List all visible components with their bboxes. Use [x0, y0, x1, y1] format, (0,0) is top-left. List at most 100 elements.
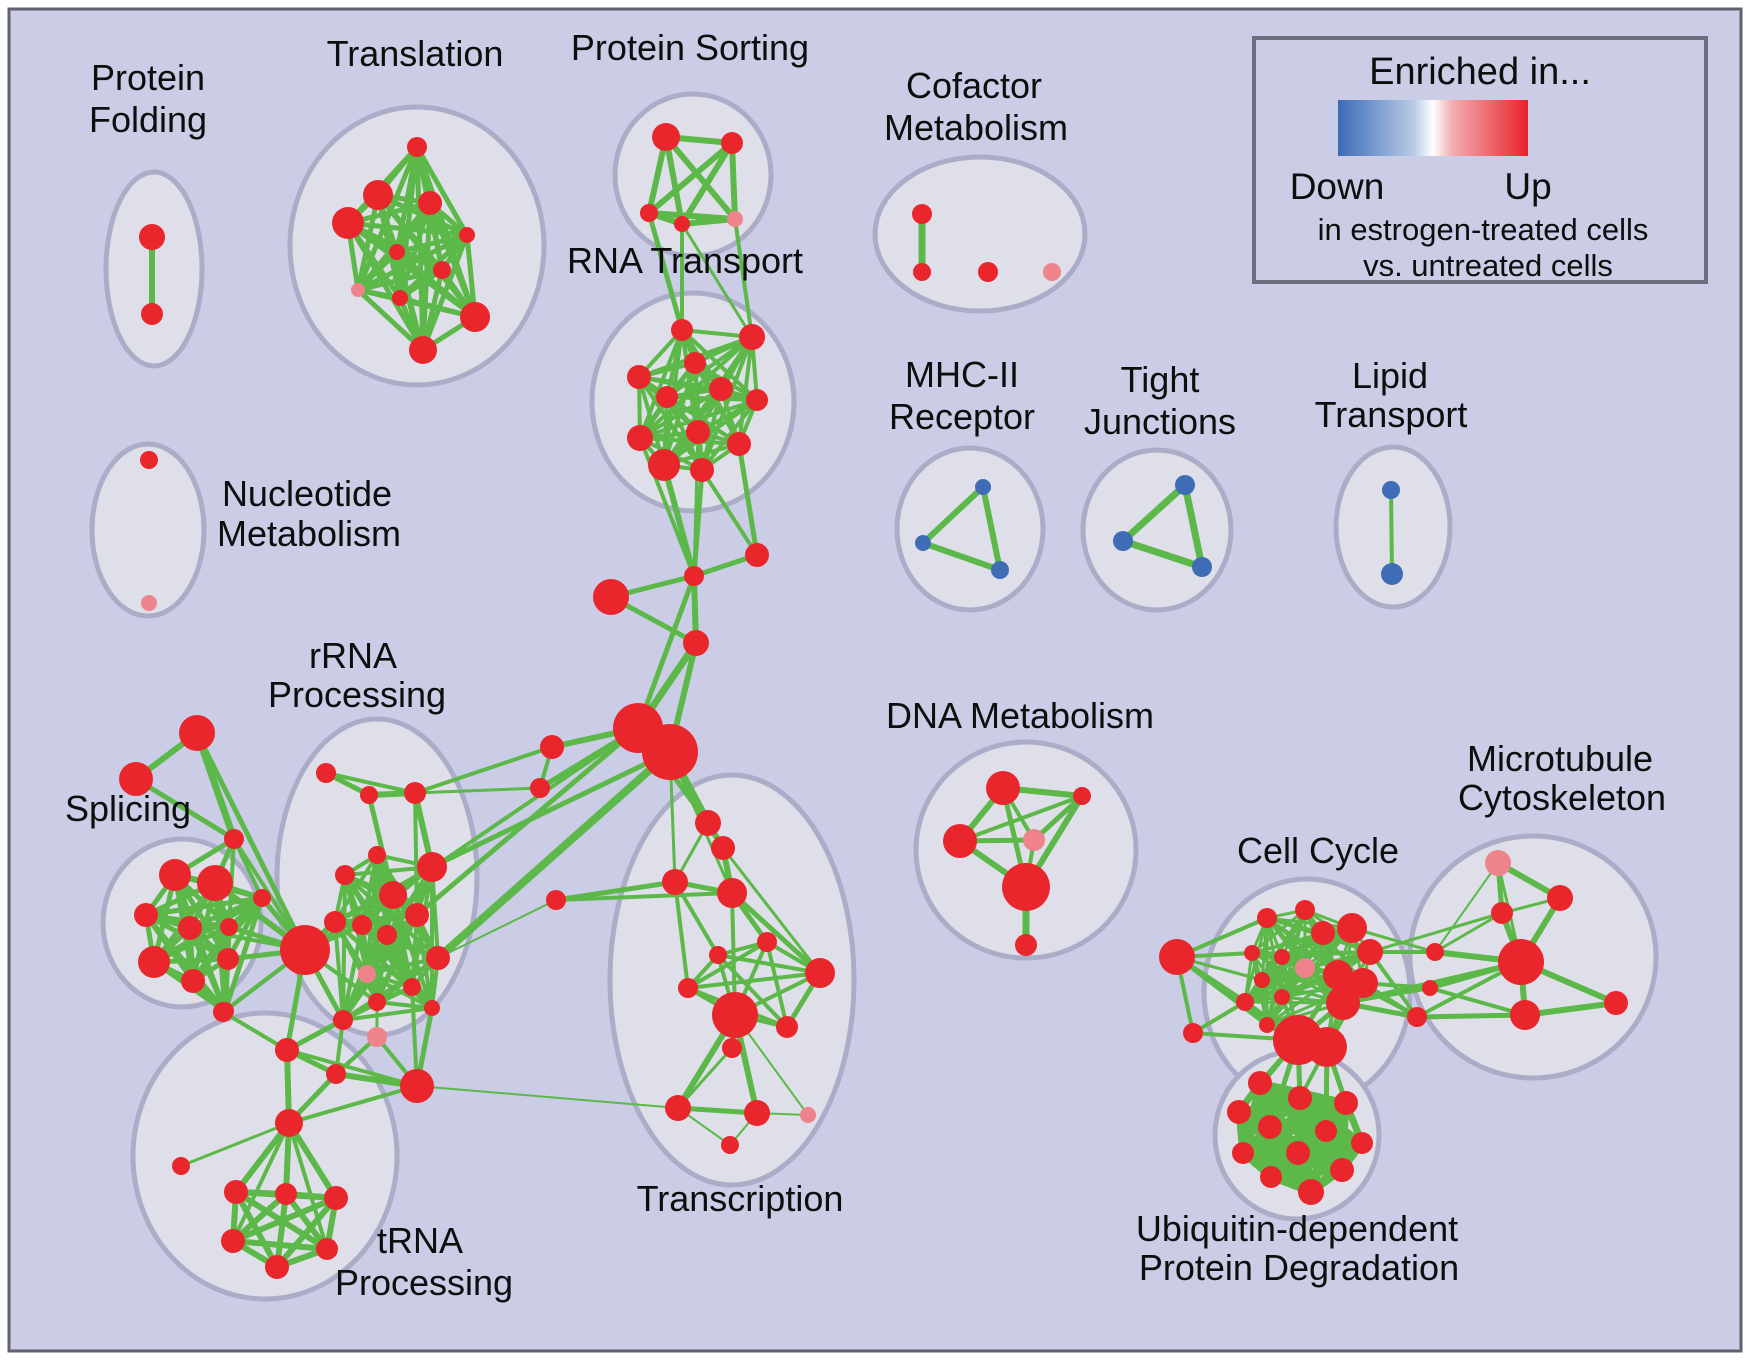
edge-tr	[357, 267, 443, 293]
edge-link-cc-mt	[1416, 1012, 1526, 1020]
edge-rr	[375, 914, 419, 1003]
gene-set-node-ps-2	[640, 204, 658, 222]
edge-link-rr-tn	[288, 1084, 418, 1125]
gene-set-node-tx-3	[717, 878, 747, 908]
gene-set-node-dm-5	[1015, 934, 1037, 956]
edge-rt	[662, 398, 759, 467]
gene-set-node-sp-6	[181, 969, 205, 993]
gene-set-node-tr-0	[407, 137, 427, 157]
edge-rr	[366, 794, 396, 896]
gene-set-node-mt-2	[1491, 902, 1513, 924]
edge-cc	[1281, 950, 1371, 959]
gene-set-node-cc-13	[1274, 989, 1290, 1005]
edge-tx	[687, 971, 821, 990]
edge-tr	[356, 250, 399, 292]
gene-set-node-sp-5	[138, 946, 170, 978]
gene-set-node-rt-2	[684, 352, 706, 374]
gene-set-node-rr-13	[333, 1010, 353, 1030]
edge-rt	[700, 398, 759, 472]
gene-set-node-cn-11	[546, 890, 566, 910]
gene-set-node-tr-5	[389, 244, 405, 260]
edge-rt	[639, 436, 740, 446]
legend-down-label: Down	[1290, 166, 1385, 207]
cluster-label-rr: rRNA	[309, 635, 397, 676]
legend-box	[1252, 36, 1708, 284]
gene-set-node-rr-18	[213, 1002, 233, 1022]
gene-set-node-ub-11	[1298, 1179, 1324, 1205]
edge-ps	[681, 216, 736, 227]
gene-set-node-dm-1	[1073, 787, 1091, 805]
gene-set-node-rr-4	[324, 911, 346, 933]
edge-cc	[1251, 931, 1324, 955]
gene-set-node-cc-5	[1311, 921, 1335, 945]
edge-mh	[980, 486, 1003, 571]
edge-tn	[232, 1238, 328, 1252]
edge-cn	[134, 776, 236, 842]
legend-up-label: Up	[1504, 166, 1551, 207]
gene-set-node-sp-3	[178, 916, 202, 940]
edge-cc	[1191, 1000, 1247, 1035]
gene-set-node-mt-4	[1510, 1000, 1540, 1030]
gene-set-node-dm-3	[1023, 829, 1045, 851]
edge-tn	[233, 1121, 292, 1194]
gene-set-node-cn-8	[642, 724, 698, 780]
gene-set-node-cc-18	[1307, 1027, 1347, 1067]
edge-tr	[355, 194, 381, 291]
gene-set-node-ps-3	[674, 216, 690, 232]
gene-set-node-rt-10	[648, 449, 680, 481]
gene-set-node-ub-3	[1227, 1100, 1251, 1124]
gene-set-node-cn-10	[530, 778, 550, 798]
edge-rr	[286, 1048, 418, 1088]
gene-set-node-tn-0	[275, 1109, 303, 1137]
cluster-label-cf: Metabolism	[884, 107, 1068, 148]
gene-set-node-cc-15	[1326, 986, 1360, 1020]
gene-set-node-cc-21	[1422, 980, 1438, 996]
edge-link-ps-rt	[733, 218, 754, 338]
edge-link-cn-tx	[555, 879, 676, 903]
legend-subtitle-line2: vs. untreated cells	[1363, 248, 1613, 283]
cluster-label-lt: Transport	[1315, 394, 1468, 435]
gene-set-node-tj-1	[1113, 531, 1133, 551]
gene-set-node-rt-6	[746, 389, 768, 411]
gene-set-node-tn-5	[221, 1229, 245, 1253]
gene-set-node-ub-7	[1232, 1142, 1254, 1164]
gene-set-node-cf-0	[912, 204, 932, 224]
edge-lt	[1389, 489, 1394, 575]
cluster-ellipse-nm	[89, 441, 207, 619]
gene-set-node-mh-2	[991, 561, 1009, 579]
cluster-ellipse-cf	[872, 154, 1088, 314]
gene-set-node-rr-7	[405, 903, 429, 927]
gene-set-node-rr-20	[360, 786, 378, 804]
gene-set-node-tr-9	[460, 302, 490, 332]
edge-layer	[134, 134, 1618, 1270]
gene-set-node-cc-9	[1295, 958, 1315, 978]
gene-set-node-tn-4	[324, 1186, 348, 1210]
edge-mh	[922, 540, 1001, 573]
edge-tr	[427, 202, 478, 318]
gene-set-node-tr-10	[409, 336, 437, 364]
cluster-label-lt: Lipid	[1352, 355, 1428, 396]
edge-tx	[673, 881, 690, 989]
gene-set-node-rt-9	[727, 432, 751, 456]
gene-set-node-tx-12	[744, 1100, 770, 1126]
gene-set-node-cc-1	[1183, 1023, 1203, 1043]
edge-tx	[676, 1046, 734, 1110]
gene-set-node-rr-11	[368, 993, 386, 1011]
edge-link-cc-mt	[1429, 986, 1526, 1017]
gene-set-node-nm-1	[141, 595, 157, 611]
cluster-label-cf: Cofactor	[906, 65, 1042, 106]
gene-set-node-rr-3	[417, 852, 447, 882]
edge-link-cn-rr	[435, 749, 673, 961]
gene-set-node-rr-10	[403, 978, 421, 996]
edge-link-cn-rr	[194, 731, 308, 952]
edge-dm	[959, 794, 1083, 843]
gene-set-node-cf-3	[1043, 263, 1061, 281]
gene-set-node-cn-2	[224, 829, 244, 849]
edge-tx	[677, 1105, 758, 1116]
gene-set-node-rr-16	[275, 1038, 299, 1062]
edge-rt	[737, 336, 754, 445]
edge-link-cn-rr	[414, 745, 553, 795]
gene-set-node-rr-2	[379, 881, 407, 909]
cluster-label-mh: MHC-II	[905, 354, 1019, 395]
